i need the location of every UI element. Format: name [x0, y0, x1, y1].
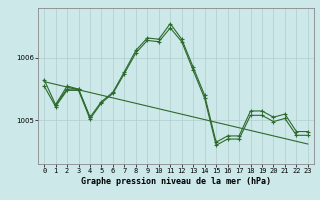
X-axis label: Graphe pression niveau de la mer (hPa): Graphe pression niveau de la mer (hPa) — [81, 177, 271, 186]
